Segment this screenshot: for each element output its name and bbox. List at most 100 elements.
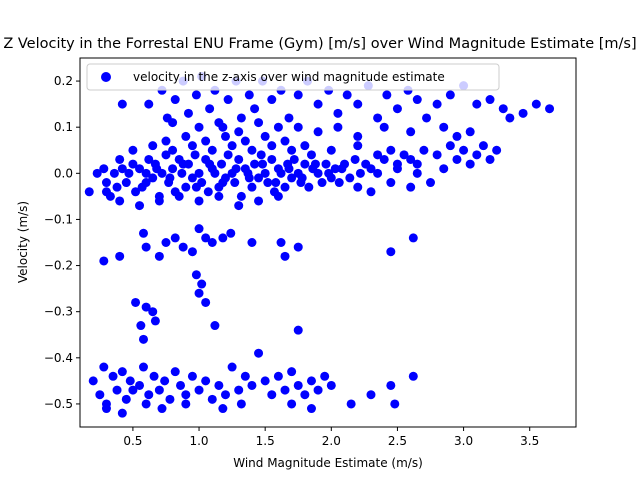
data-point [244, 90, 254, 100]
data-point [99, 164, 109, 174]
data-point [366, 164, 376, 174]
data-point [230, 178, 240, 188]
data-point [492, 145, 502, 155]
data-point [109, 168, 119, 178]
data-point [373, 168, 383, 178]
data-point [355, 168, 365, 178]
y-tick-label: −0.4 [44, 351, 73, 365]
data-point [293, 242, 303, 252]
data-point [330, 164, 340, 174]
data-point [160, 376, 170, 386]
data-point [300, 141, 310, 151]
data-point [234, 201, 244, 211]
data-point [135, 380, 145, 390]
data-point [138, 228, 148, 238]
data-point [406, 154, 416, 164]
data-point [144, 99, 154, 109]
data-point [324, 168, 334, 178]
data-point [207, 238, 217, 247]
data-point [205, 104, 215, 114]
data-point [187, 371, 197, 381]
data-point [205, 159, 215, 169]
data-point [432, 99, 442, 109]
data-point [240, 136, 250, 146]
data-point [194, 385, 204, 395]
data-point [128, 159, 138, 169]
data-point [406, 182, 416, 192]
data-point [320, 371, 330, 381]
data-point [138, 334, 148, 344]
data-point [273, 191, 283, 201]
data-point [306, 404, 316, 414]
data-point [99, 362, 109, 372]
data-point [148, 173, 158, 183]
y-tick-label: −0.3 [44, 305, 73, 319]
data-point [210, 168, 220, 178]
data-point [337, 164, 347, 174]
data-point [250, 104, 260, 114]
x-tick-label: 1.0 [189, 434, 208, 448]
data-point [144, 390, 154, 400]
data-point [545, 104, 555, 114]
data-point [254, 118, 264, 128]
data-point [95, 390, 105, 400]
x-axis-ticks: 0.5 1.0 1.5 2.0 2.5 3.0 3.5 [123, 427, 539, 448]
data-point [297, 173, 307, 183]
data-point [131, 297, 141, 307]
data-point [170, 233, 180, 243]
data-point [485, 154, 495, 164]
data-point [99, 256, 109, 266]
data-point [170, 95, 180, 105]
data-point [273, 122, 283, 132]
data-point [406, 127, 416, 137]
y-tick-label: 0.1 [54, 120, 73, 134]
data-point [258, 159, 268, 169]
data-point [136, 321, 146, 331]
data-point [419, 145, 429, 155]
data-point [472, 99, 482, 109]
data-point [445, 90, 455, 100]
data-point [234, 385, 244, 395]
data-point [321, 159, 331, 169]
data-point [306, 150, 316, 160]
data-point [117, 367, 127, 377]
data-point [373, 113, 383, 123]
data-point [88, 376, 98, 386]
data-point [379, 122, 389, 132]
y-axis-ticks: −0.5 −0.4 −0.3 −0.2 −0.1 0.0 0.1 0.2 [44, 74, 80, 411]
data-point [256, 150, 266, 160]
data-point [112, 182, 122, 192]
data-point [231, 164, 241, 174]
data-point [260, 168, 270, 178]
data-point [125, 376, 135, 386]
data-point [326, 380, 336, 390]
data-point [271, 178, 281, 188]
data-point [254, 196, 264, 206]
data-point [226, 228, 236, 238]
data-point [177, 168, 187, 178]
data-point [187, 141, 197, 151]
data-point [218, 178, 228, 188]
data-point [178, 159, 188, 169]
data-point [304, 182, 314, 192]
data-point [346, 399, 356, 409]
data-point [214, 191, 224, 201]
data-point [273, 371, 283, 381]
data-point [217, 159, 227, 169]
data-point [101, 178, 111, 188]
legend-box [86, 63, 500, 91]
x-tick-label: 1.5 [256, 434, 275, 448]
data-point [287, 399, 297, 409]
data-point [152, 164, 162, 174]
data-point [168, 145, 178, 155]
data-point [254, 348, 264, 358]
data-point [128, 385, 138, 395]
data-point [518, 108, 528, 118]
data-point [353, 141, 363, 151]
data-point [313, 99, 323, 109]
data-point [382, 90, 392, 100]
y-tick-label: 0.0 [54, 166, 73, 180]
legend-label: velocity in the z-axis over wind magnitu… [133, 70, 445, 84]
data-point [194, 122, 204, 132]
